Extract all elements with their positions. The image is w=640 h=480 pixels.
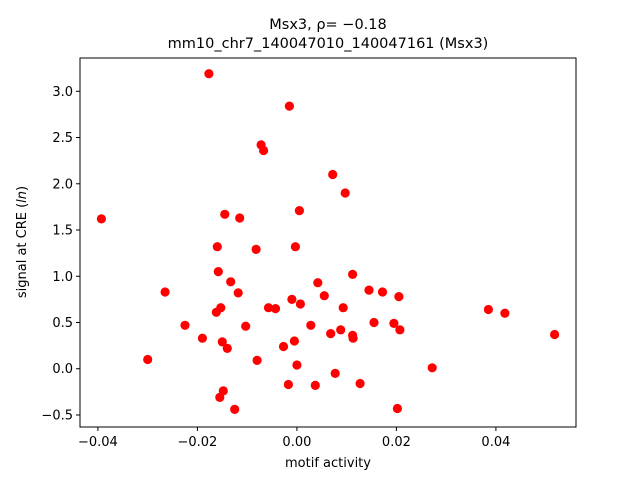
x-axis-label: motif activity xyxy=(285,456,371,471)
data-point xyxy=(340,188,350,198)
y-tick-label: 1.0 xyxy=(52,270,73,285)
data-point xyxy=(278,341,289,352)
data-point xyxy=(377,287,388,297)
data-point xyxy=(204,69,214,79)
y-tick-label: 2.0 xyxy=(52,177,73,192)
data-points xyxy=(96,69,560,414)
data-point xyxy=(216,303,226,313)
y-tick-label: 0.0 xyxy=(52,362,73,377)
y-axis-label-start: signal at CRE ( xyxy=(15,203,30,298)
x-tick-label: 0.00 xyxy=(282,435,311,450)
data-point xyxy=(233,288,243,298)
data-point xyxy=(284,101,294,111)
data-point xyxy=(294,206,304,216)
data-point xyxy=(283,379,293,390)
y-axis-label-italic: ln xyxy=(15,191,30,203)
data-point xyxy=(270,304,281,314)
data-point xyxy=(217,337,227,347)
data-point xyxy=(96,214,106,224)
data-point xyxy=(197,333,207,343)
data-point xyxy=(336,325,346,335)
data-point xyxy=(292,360,302,370)
x-tick-label: 0.02 xyxy=(382,435,411,450)
data-point xyxy=(427,363,437,373)
x-tick-label: 0.04 xyxy=(481,435,510,450)
data-point xyxy=(328,169,338,180)
y-tick-label: 2.5 xyxy=(52,131,73,146)
chart-title-line2: mm10_chr7_140047010_140047161 (Msx3) xyxy=(168,36,489,52)
data-point xyxy=(326,329,336,339)
data-point xyxy=(160,287,170,297)
y-tick-label: 3.0 xyxy=(52,85,73,100)
data-point xyxy=(295,299,305,309)
data-point xyxy=(348,269,358,279)
data-point xyxy=(220,209,230,219)
y-axis-label-end: ) xyxy=(15,186,30,191)
data-point xyxy=(338,303,348,313)
data-point xyxy=(230,404,240,414)
data-point xyxy=(355,378,365,389)
data-point xyxy=(483,304,493,315)
y-tick-label: 0.5 xyxy=(52,316,73,331)
data-point xyxy=(306,320,316,330)
y-tick-label: −0.5 xyxy=(41,408,73,423)
data-point xyxy=(226,277,236,287)
data-point xyxy=(330,368,340,378)
data-point xyxy=(550,329,560,340)
data-point xyxy=(222,343,232,353)
data-point xyxy=(259,145,269,156)
chart-title-line1: Msx3, ρ= −0.18 xyxy=(269,17,387,33)
data-point xyxy=(395,325,405,335)
data-point xyxy=(319,291,329,301)
data-point xyxy=(252,355,262,365)
data-point xyxy=(313,278,323,288)
data-point xyxy=(289,336,299,346)
data-point xyxy=(251,244,261,254)
data-point xyxy=(369,317,379,328)
data-point xyxy=(389,318,399,328)
data-point xyxy=(290,242,300,252)
y-axis-ticks: −0.5 0.0 0.5 1.0 1.5 2.0 2.5 3.0 xyxy=(41,85,80,423)
plot-area-frame xyxy=(79,57,577,428)
data-point xyxy=(143,354,153,365)
data-point xyxy=(212,242,222,252)
x-tick-label: −0.02 xyxy=(177,435,217,450)
data-point xyxy=(394,292,404,302)
data-point xyxy=(241,321,251,331)
data-point xyxy=(180,320,190,330)
y-tick-label: 1.5 xyxy=(52,224,73,239)
data-point xyxy=(218,386,228,396)
data-point xyxy=(213,267,223,277)
data-point xyxy=(364,285,374,295)
data-point xyxy=(500,308,510,318)
data-point xyxy=(392,403,402,414)
data-point xyxy=(310,380,320,390)
y-axis-label: signal at CRE (ln) xyxy=(15,186,30,298)
data-point xyxy=(287,294,297,304)
x-axis-ticks: −0.04 −0.02 0.00 0.02 0.04 xyxy=(78,427,510,450)
data-point xyxy=(263,303,274,313)
data-point xyxy=(348,333,358,343)
x-tick-label: −0.04 xyxy=(78,435,118,450)
data-point xyxy=(235,213,245,223)
